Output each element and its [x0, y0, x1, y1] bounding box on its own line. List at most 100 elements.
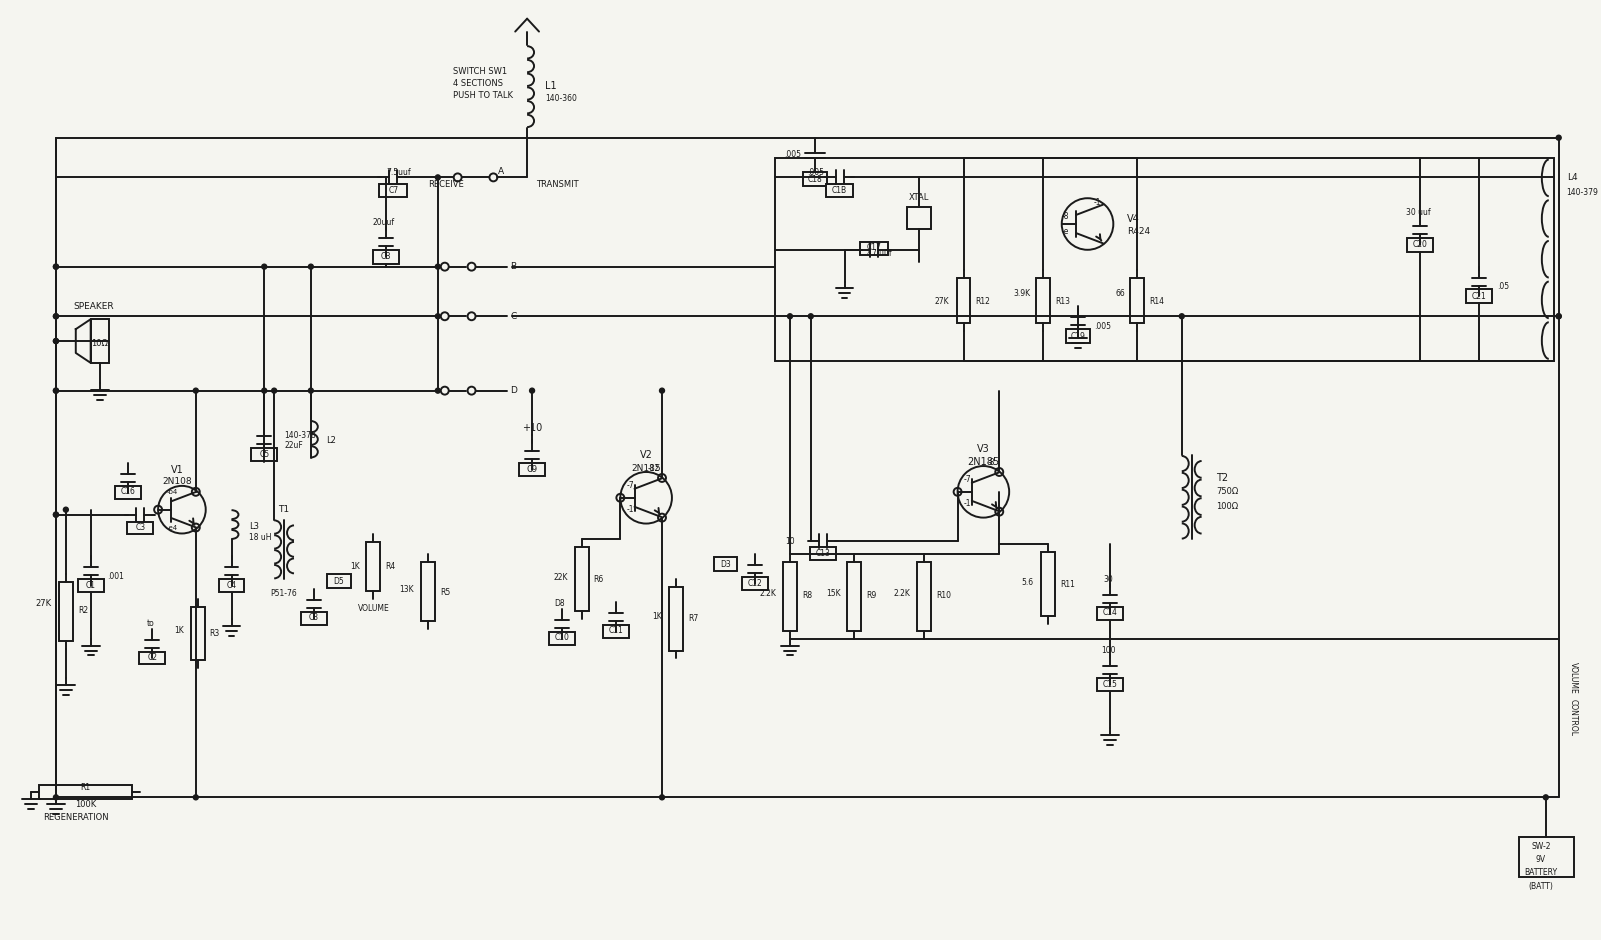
- Bar: [78, 579, 104, 592]
- Bar: [783, 562, 797, 631]
- Text: +10: +10: [522, 423, 543, 433]
- Circle shape: [53, 338, 58, 343]
- Bar: [826, 184, 853, 197]
- Circle shape: [53, 264, 58, 269]
- Bar: [604, 625, 629, 637]
- Text: 100K: 100K: [75, 800, 96, 808]
- Text: R13: R13: [1055, 297, 1069, 306]
- Bar: [373, 250, 399, 264]
- Circle shape: [263, 264, 267, 269]
- Text: SPEAKER: SPEAKER: [74, 302, 114, 311]
- Text: -b4: -b4: [167, 489, 178, 494]
- Text: D8: D8: [554, 600, 565, 608]
- Bar: [860, 242, 889, 255]
- Bar: [847, 562, 861, 631]
- Text: -7: -7: [964, 476, 972, 484]
- Bar: [802, 172, 826, 186]
- Text: L3: L3: [250, 522, 259, 531]
- Bar: [957, 277, 970, 323]
- Bar: [1407, 238, 1433, 252]
- Text: -e4: -e4: [167, 525, 178, 530]
- Text: R1: R1: [80, 783, 91, 792]
- Circle shape: [53, 314, 58, 319]
- Text: 30 uuf: 30 uuf: [1406, 208, 1430, 216]
- Text: CB: CB: [381, 252, 391, 261]
- Text: 1K: 1K: [349, 562, 360, 571]
- Text: 20uuf: 20uuf: [371, 217, 394, 227]
- Text: V1: V1: [171, 465, 184, 475]
- Text: to: to: [146, 619, 154, 628]
- Text: SW-2: SW-2: [1531, 842, 1551, 852]
- Bar: [379, 184, 407, 197]
- Text: R9: R9: [866, 591, 877, 601]
- Bar: [1467, 290, 1492, 304]
- Circle shape: [53, 795, 58, 800]
- Circle shape: [788, 314, 792, 319]
- Bar: [219, 579, 245, 592]
- Text: C16: C16: [122, 487, 136, 496]
- Text: R424: R424: [1127, 227, 1151, 237]
- Text: 4 SECTIONS: 4 SECTIONS: [453, 79, 503, 87]
- Text: C17: C17: [866, 243, 882, 252]
- Text: 22K: 22K: [554, 572, 568, 582]
- Circle shape: [309, 264, 314, 269]
- Text: A: A: [498, 167, 504, 176]
- Text: L2: L2: [325, 436, 336, 445]
- Text: R8: R8: [802, 591, 812, 601]
- Text: -8: -8: [988, 458, 996, 466]
- Circle shape: [263, 388, 267, 393]
- Text: R6: R6: [594, 574, 604, 584]
- Text: .001: .001: [107, 572, 125, 581]
- Text: R12: R12: [975, 297, 991, 306]
- Bar: [327, 574, 351, 588]
- Circle shape: [309, 388, 314, 393]
- Text: 1K: 1K: [175, 626, 184, 635]
- Text: 10: 10: [786, 537, 796, 546]
- Text: .05: .05: [1497, 282, 1510, 291]
- Bar: [301, 612, 327, 625]
- Circle shape: [53, 512, 58, 517]
- Text: 15K: 15K: [826, 589, 841, 599]
- Text: VOLUME: VOLUME: [1569, 663, 1579, 694]
- Text: (BATT): (BATT): [1529, 882, 1553, 891]
- Text: 27K: 27K: [933, 297, 949, 306]
- Bar: [1066, 329, 1090, 343]
- Bar: [38, 786, 133, 799]
- Bar: [1130, 277, 1145, 323]
- Bar: [421, 562, 435, 620]
- Text: R3: R3: [210, 629, 219, 638]
- Text: 2.2K: 2.2K: [893, 589, 909, 599]
- Circle shape: [1180, 314, 1185, 319]
- Bar: [1097, 607, 1124, 619]
- Text: 9V: 9V: [1535, 855, 1547, 864]
- Text: -12: -12: [648, 463, 660, 473]
- Text: 140-379: 140-379: [1567, 188, 1598, 196]
- Bar: [917, 562, 930, 631]
- Text: 2N108: 2N108: [162, 478, 192, 486]
- Circle shape: [660, 795, 664, 800]
- Text: D5: D5: [333, 576, 344, 586]
- Text: 1K: 1K: [652, 612, 661, 621]
- Text: D3: D3: [720, 559, 732, 569]
- Circle shape: [435, 175, 440, 180]
- Text: C1: C1: [86, 581, 96, 589]
- Text: R11: R11: [1060, 580, 1074, 588]
- Circle shape: [53, 338, 58, 343]
- Text: V3: V3: [977, 445, 989, 454]
- Text: 750Ω: 750Ω: [1217, 487, 1239, 496]
- Text: 47 uuf: 47 uuf: [866, 249, 892, 259]
- Circle shape: [53, 388, 58, 393]
- Bar: [115, 486, 141, 499]
- Polygon shape: [75, 320, 91, 363]
- Text: .005: .005: [1095, 321, 1111, 331]
- Text: R2: R2: [78, 606, 88, 616]
- Text: SWITCH SW1: SWITCH SW1: [453, 67, 508, 76]
- Text: REGENERATION: REGENERATION: [43, 813, 109, 822]
- Text: 5.6: 5.6: [1021, 577, 1034, 587]
- Circle shape: [64, 508, 69, 512]
- Bar: [251, 448, 277, 462]
- Bar: [59, 582, 72, 640]
- Text: 140-360: 140-360: [544, 94, 576, 102]
- Circle shape: [1556, 314, 1561, 319]
- Text: C15: C15: [1103, 680, 1117, 689]
